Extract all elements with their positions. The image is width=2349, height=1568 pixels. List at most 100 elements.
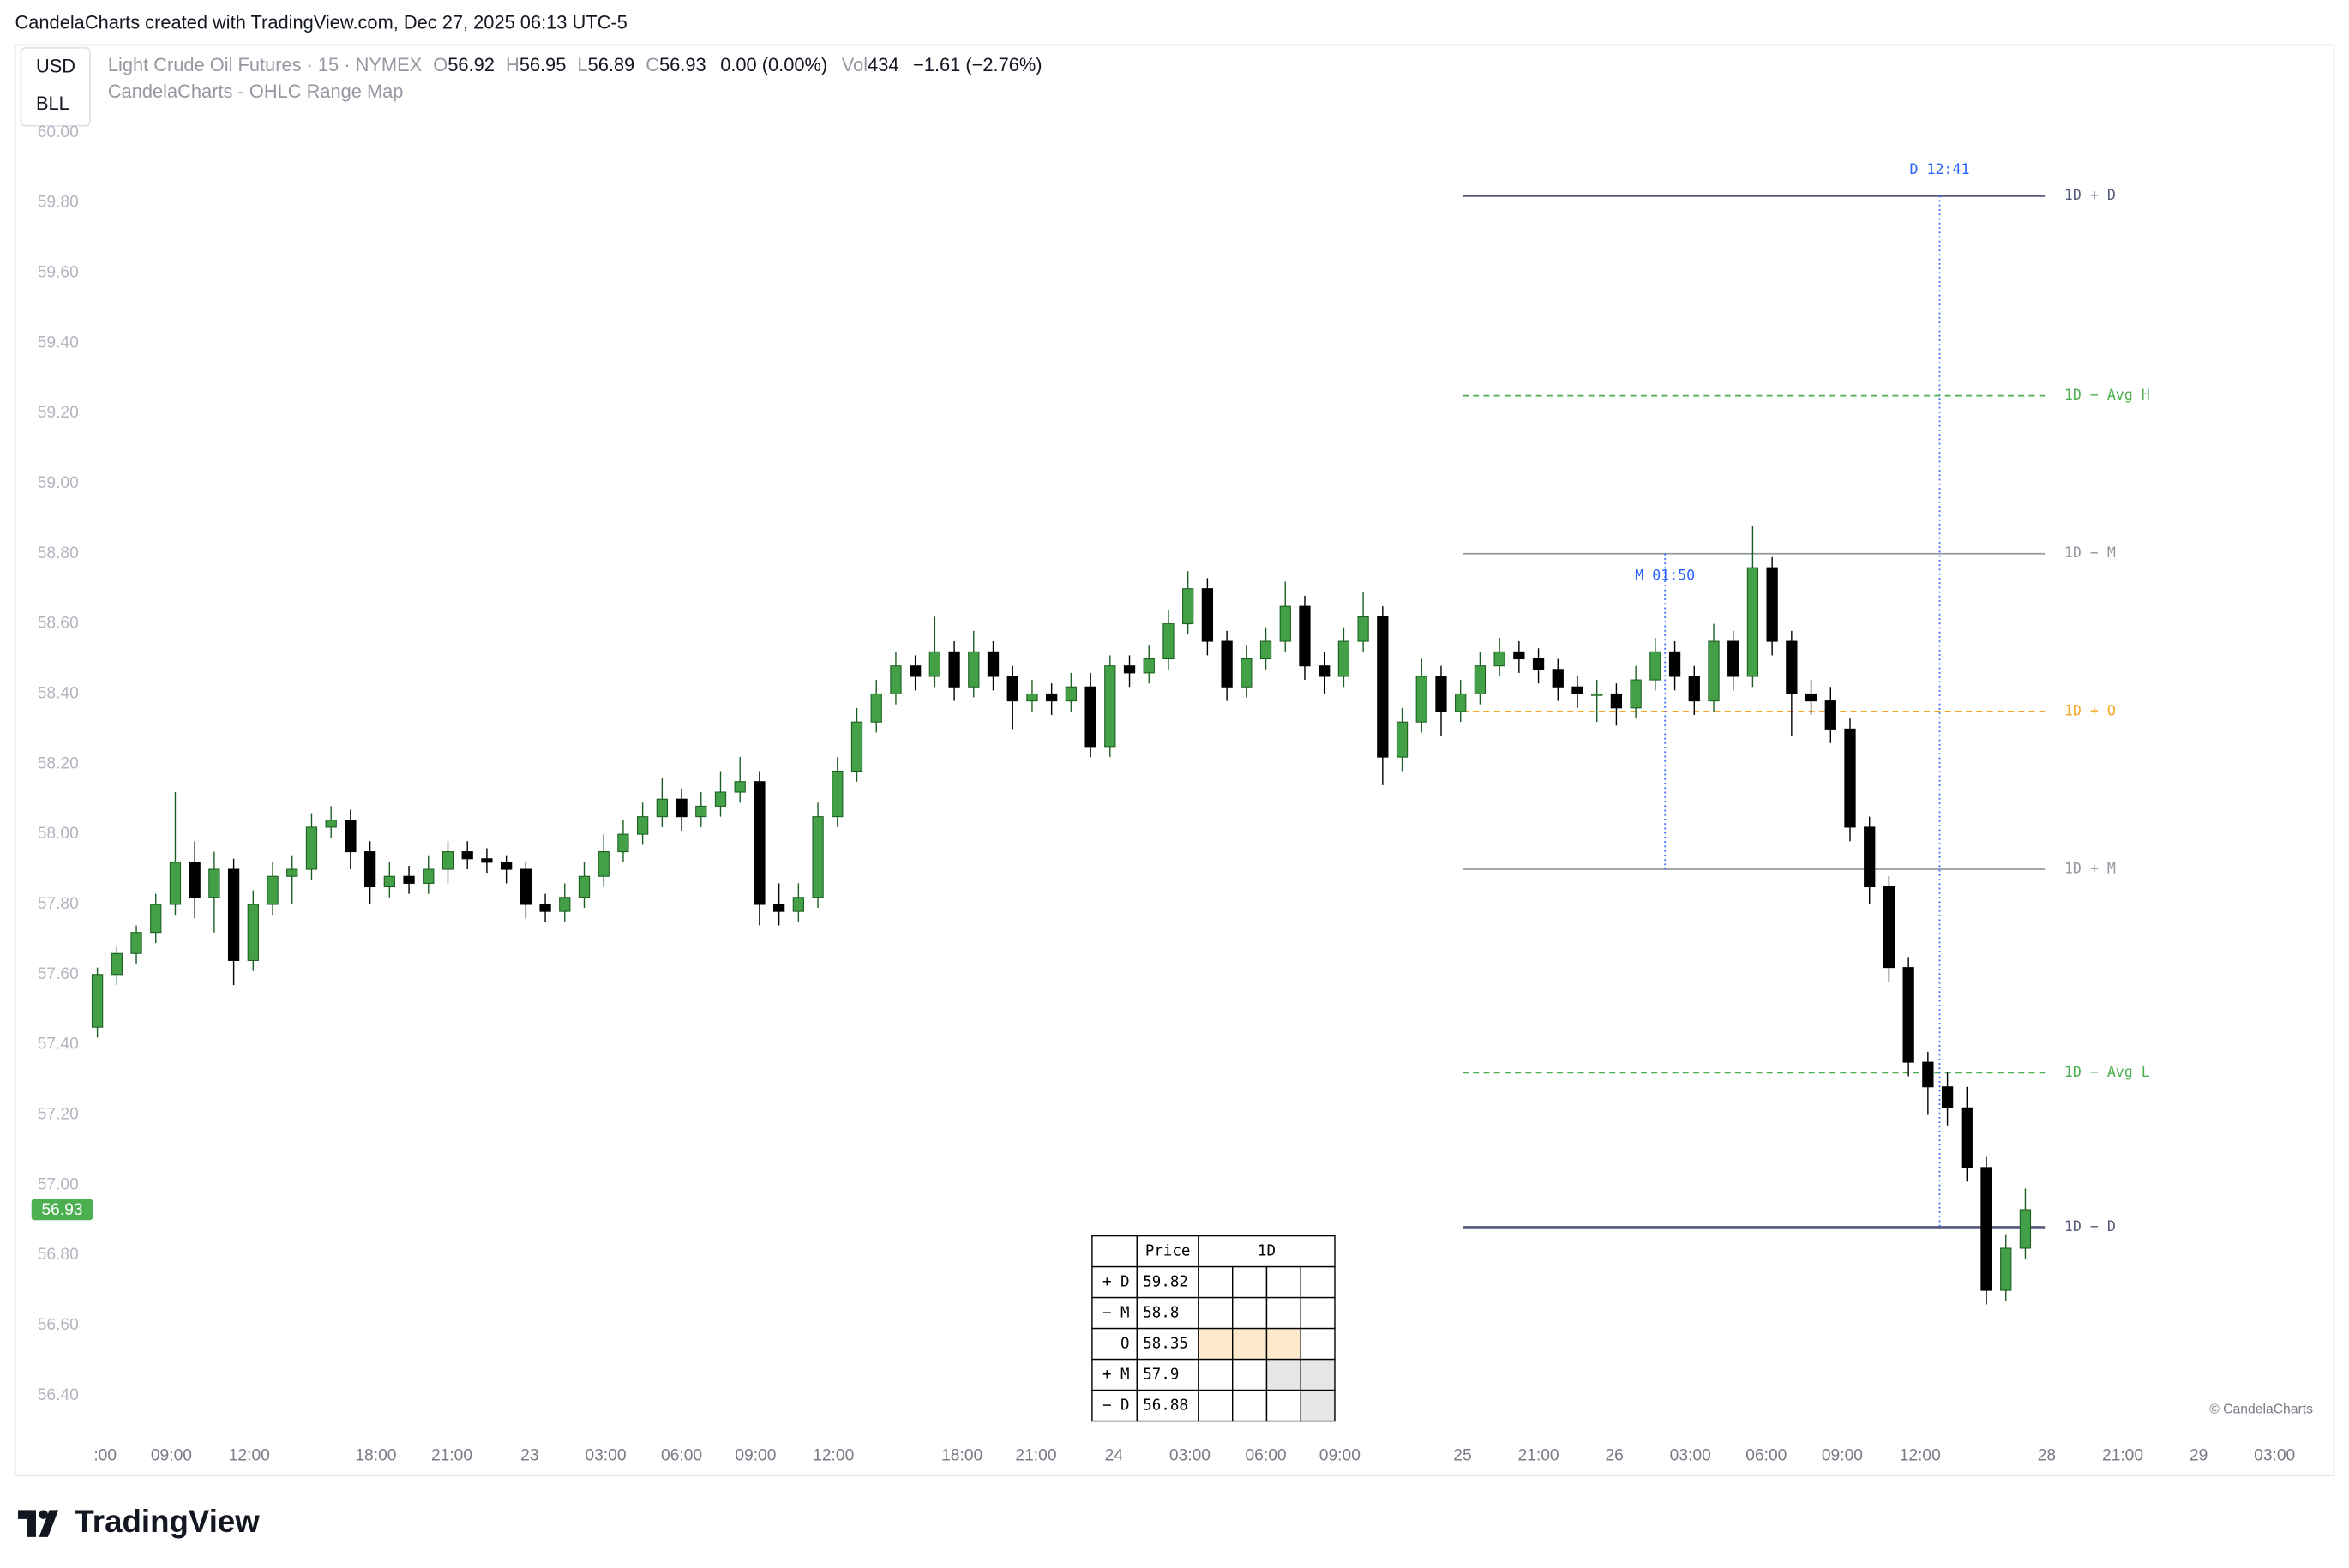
candle-body xyxy=(461,851,473,860)
last-price-label: 56.93 xyxy=(42,1201,83,1219)
level-label: 1D + M xyxy=(2064,861,2116,877)
unit[interactable]: BLL xyxy=(36,93,69,114)
candle-body xyxy=(1727,640,1739,677)
candle-body xyxy=(1143,658,1155,674)
marker-label: M 01:50 xyxy=(1635,567,1695,583)
indicator-name: CandelaCharts - OHLC Range Map xyxy=(108,81,404,102)
table-range-cell xyxy=(1300,1327,1336,1361)
candle-body xyxy=(189,862,201,898)
candle-body xyxy=(539,904,551,912)
candle-body xyxy=(383,875,395,888)
candle-body xyxy=(1493,651,1505,667)
candle-body xyxy=(1571,686,1583,694)
candle-body xyxy=(1084,686,1096,748)
candle-body xyxy=(1415,676,1427,723)
candle-body xyxy=(1532,658,1545,670)
y-tick-label: 59.60 xyxy=(38,263,79,281)
c-value: 56.93 xyxy=(659,54,706,75)
y-tick-label: 57.00 xyxy=(38,1175,79,1193)
table-price: 56.88 xyxy=(1143,1397,1188,1415)
x-tick-label: 12:00 xyxy=(1900,1447,1941,1465)
table-range-cell xyxy=(1198,1327,1234,1361)
candle-body xyxy=(442,851,454,870)
candle-body xyxy=(1123,665,1136,674)
table-row-label: − D xyxy=(1102,1397,1130,1415)
candle-body xyxy=(734,781,746,793)
candle-body xyxy=(1941,1086,1954,1108)
table-range-cell xyxy=(1300,1265,1336,1299)
y-tick-label: 59.80 xyxy=(38,194,79,212)
y-tick-label: 60.00 xyxy=(38,123,79,141)
range-table: Price 1D + D 59.82 − M 58.8 O 58.35 + M 57.9 − D 56… xyxy=(1091,1235,1336,1422)
candle-body xyxy=(150,904,162,934)
x-tick-label: 03:00 xyxy=(2254,1447,2295,1465)
candle-body xyxy=(968,651,980,688)
x-tick-label: 21:00 xyxy=(1517,1447,1559,1465)
level-label: 1D + D xyxy=(2064,187,2116,203)
table-cell xyxy=(1091,1389,1138,1422)
x-tick-label: 12:00 xyxy=(229,1447,270,1465)
candle-body xyxy=(1883,886,1895,969)
vol-value: 434 xyxy=(868,54,898,75)
currency[interactable]: USD xyxy=(36,55,75,76)
candle-body xyxy=(910,665,922,677)
x-tick-label: 25 xyxy=(1453,1447,1471,1465)
x-tick-label: 18:00 xyxy=(941,1447,982,1465)
x-tick-label: 03:00 xyxy=(585,1447,626,1465)
candle-body xyxy=(1396,721,1409,758)
candle-body xyxy=(1610,693,1623,709)
candle-body xyxy=(1668,651,1681,677)
table-range-cell xyxy=(1265,1389,1301,1422)
candle-body xyxy=(1513,651,1525,660)
y-tick-label: 58.00 xyxy=(38,825,79,843)
candle-body xyxy=(1864,826,1876,888)
table-row-label: O xyxy=(1120,1336,1130,1353)
table-price: 58.8 xyxy=(1143,1305,1179,1322)
table-price: 58.35 xyxy=(1143,1336,1188,1353)
x-tick-label: 28 xyxy=(2038,1447,2056,1465)
legend: Light Crude Oil Futures · 15 · NYMEX O56… xyxy=(108,54,1042,75)
candle-body xyxy=(578,875,591,898)
table-cell xyxy=(1136,1389,1199,1422)
candle-body xyxy=(754,781,766,905)
candle-body xyxy=(1922,1061,1934,1088)
table-range-cell xyxy=(1265,1265,1301,1299)
table-range-cell xyxy=(1198,1389,1234,1422)
x-tick-label: 09:00 xyxy=(735,1447,776,1465)
table-cell xyxy=(1136,1327,1199,1361)
table-range-cell xyxy=(1265,1327,1301,1361)
candle-body xyxy=(1182,588,1194,625)
candle-body xyxy=(247,904,259,961)
l-value: 56.89 xyxy=(588,54,635,75)
x-tick-label: :00 xyxy=(93,1447,117,1465)
candle-body xyxy=(1201,588,1214,642)
brand-logo: TradingView xyxy=(18,1504,260,1539)
candle-body xyxy=(987,651,1000,677)
currency-box[interactable] xyxy=(20,47,91,127)
candle-body xyxy=(948,651,960,688)
y-tick-label: 58.40 xyxy=(38,685,79,703)
y-tick-label: 59.00 xyxy=(38,474,79,492)
candles xyxy=(91,526,2032,1305)
candle-body xyxy=(1319,665,1331,677)
candle-body xyxy=(111,952,123,976)
candle-body xyxy=(1221,640,1233,688)
candle-body xyxy=(2019,1209,2032,1249)
level-label: 1D − Avg H xyxy=(2064,387,2150,403)
brand: TradingView xyxy=(75,1504,260,1539)
y-tick-label: 57.60 xyxy=(38,965,79,983)
x-tick-label: 23 xyxy=(520,1447,538,1465)
candle-body xyxy=(1961,1107,1973,1168)
watermark: © CandelaCharts xyxy=(2209,1402,2313,1416)
candle-body xyxy=(1766,567,1778,642)
table-header-cell xyxy=(1091,1235,1138,1268)
level-label: 1D − Avg L xyxy=(2064,1064,2150,1080)
table-range-cell xyxy=(1232,1296,1268,1330)
marker-label: D 12:41 xyxy=(1910,161,1970,177)
candle-body xyxy=(325,820,337,828)
y-tick-label: 56.40 xyxy=(38,1386,79,1404)
table-row-label: + D xyxy=(1102,1274,1130,1291)
candle-body xyxy=(1844,728,1856,828)
candle-body xyxy=(423,868,435,884)
candle-body xyxy=(656,798,668,818)
